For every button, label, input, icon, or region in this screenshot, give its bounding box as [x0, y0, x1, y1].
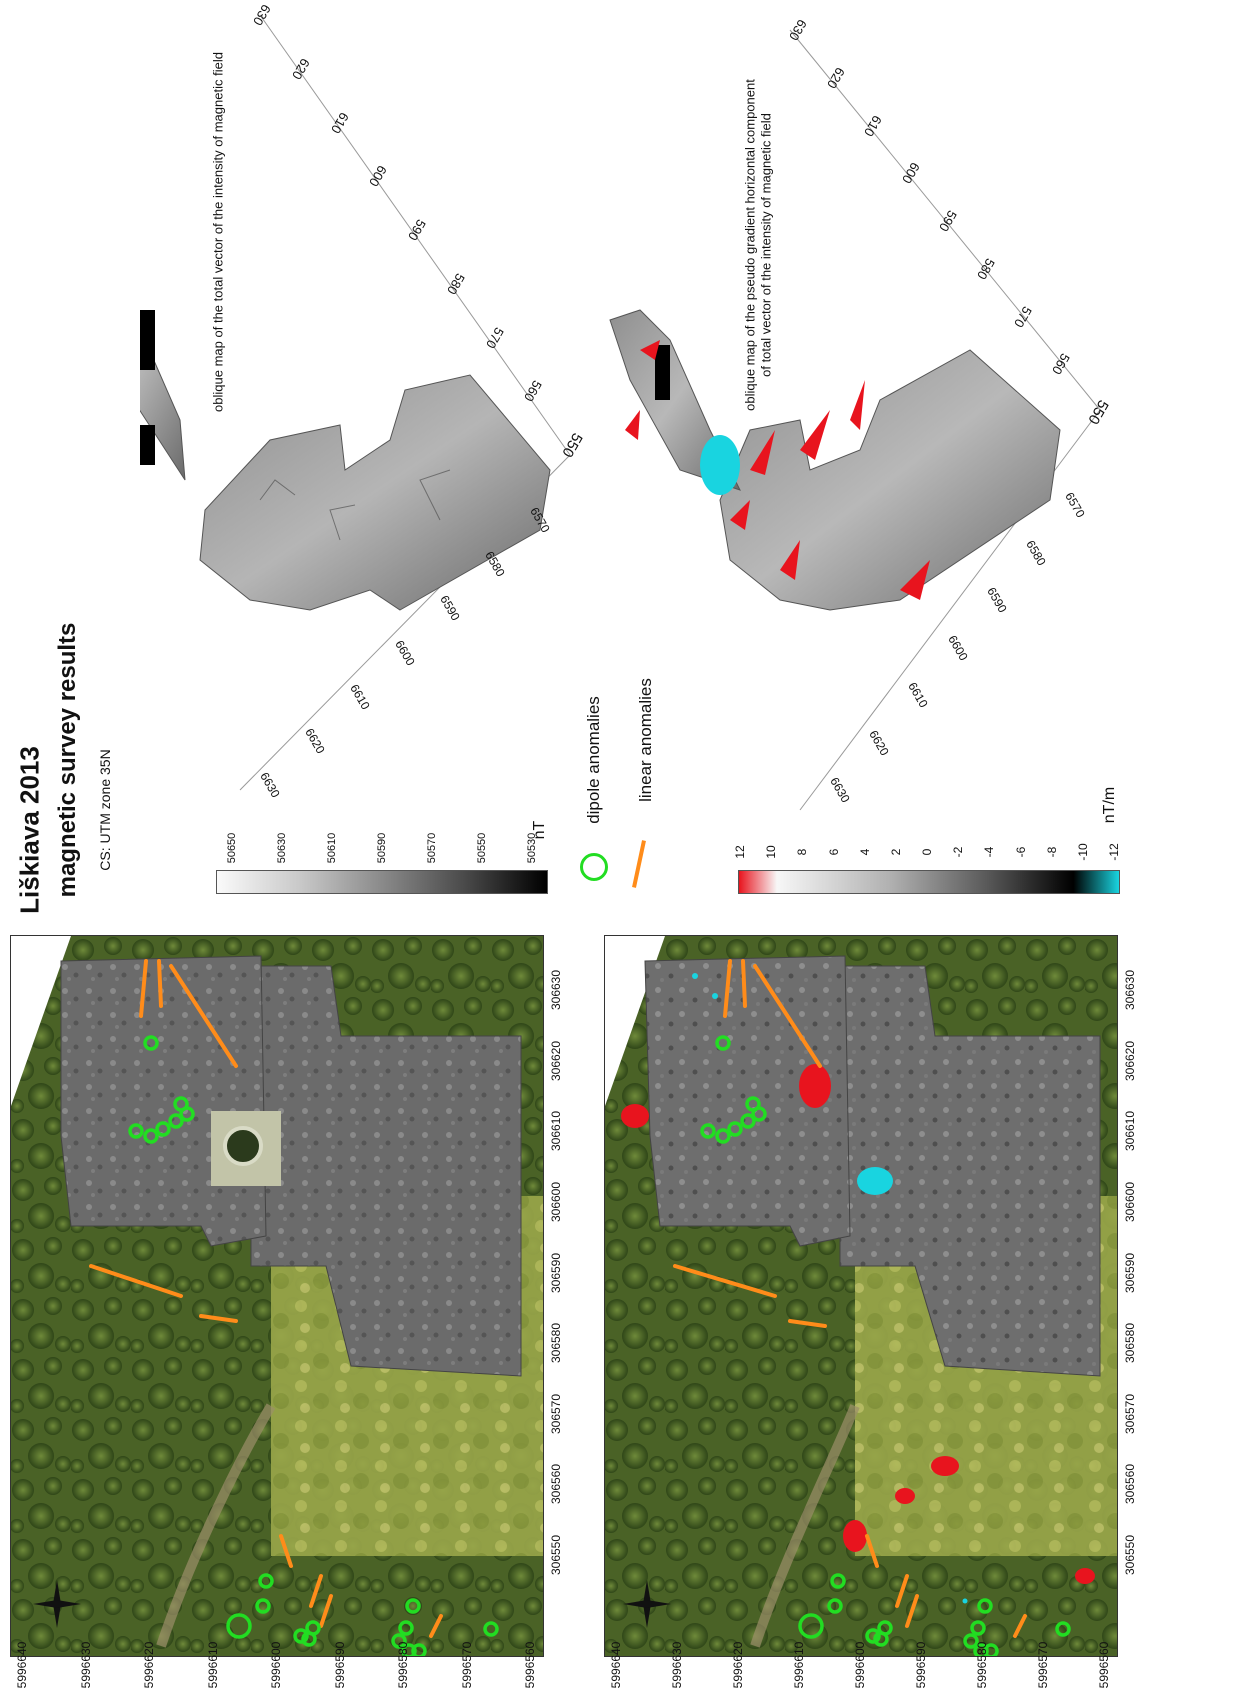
map-x-tick-label: 306610 — [1123, 1111, 1137, 1152]
nt-tick-label: 50570 — [426, 832, 438, 864]
coordinate-system: CS: UTM zone 35N — [97, 749, 113, 871]
map-y-tick-label: 5996600 — [269, 1641, 283, 1688]
map-x-tick-label: 306550 — [549, 1534, 563, 1576]
map-x-tick-label: 306600 — [1123, 1181, 1137, 1222]
color-scale-nt — [216, 870, 548, 894]
map-x-tick-label: 306620 — [1123, 1040, 1137, 1081]
oblique-view-total-field — [140, 14, 571, 791]
map-y-tick-label: 5996560 — [1097, 1641, 1111, 1688]
map-x-tick-label: 306570 — [1123, 1393, 1137, 1434]
oblique-top-caption: oblique map of the total vector of the i… — [210, 52, 226, 412]
map-y-tick-label: 5996640 — [15, 1641, 29, 1688]
legend-dipole-icon — [580, 853, 608, 881]
nt-tick-label: 50630 — [276, 832, 288, 864]
compass-rose-icon — [29, 1576, 85, 1632]
map-y-tick-label: 5996610 — [205, 1641, 220, 1688]
map-x-tick-label: 306560 — [1123, 1464, 1137, 1505]
map-x-tick-label: 306570 — [549, 1393, 563, 1434]
nt-tick-label: 50650 — [226, 832, 238, 864]
map-x-tick-label: 306550 — [1123, 1534, 1137, 1576]
nt-tick-label: 50590 — [376, 832, 388, 864]
map-y-tick-label: 5996580 — [396, 1641, 410, 1688]
map-y-tick-label: 5996620 — [142, 1641, 156, 1688]
map-y-tick-label: 5996580 — [975, 1641, 989, 1688]
map-panel-total-field — [10, 935, 544, 1657]
map-y-tick-label: 5996620 — [731, 1641, 745, 1688]
map-x-tick-label: 306610 — [549, 1111, 563, 1152]
nt-unit-label: nT — [531, 820, 548, 840]
oblique-view-pseudo-gradient — [609, 29, 1101, 811]
compass-rose-icon — [619, 1576, 675, 1632]
nt-tick-label: 50550 — [476, 832, 488, 864]
map-x-tick-label: 306630 — [549, 969, 563, 1011]
map-x-tick-label: 306620 — [549, 1040, 563, 1081]
map-y-tick-label: 5996640 — [609, 1641, 623, 1688]
map-x-tick-label: 306560 — [549, 1464, 563, 1505]
map-y-tick-label: 5996610 — [792, 1641, 806, 1688]
dipole-markers — [128, 1035, 499, 1656]
map-y-tick-label: 5996600 — [853, 1641, 867, 1688]
map-x-tick-label: 306590 — [549, 1252, 563, 1293]
map-pseudo-gradient-image — [605, 936, 1117, 1656]
nt-tick-label: 50610 — [326, 832, 338, 864]
map-panel-pseudo-gradient — [604, 935, 1118, 1657]
map-y-tick-label: 5996590 — [332, 1641, 347, 1688]
map-total-field-image — [11, 936, 543, 1656]
map-y-tick-label: 5996630 — [78, 1641, 93, 1688]
map-x-tick-label: 306630 — [1123, 969, 1137, 1011]
oblique-bottom-caption-line2: of total vector of the intensity of magn… — [758, 113, 774, 377]
map-x-tick-label: 306580 — [549, 1323, 563, 1364]
map-y-tick-label: 5996570 — [459, 1641, 474, 1688]
map-x-tick-label: 306600 — [549, 1181, 563, 1222]
page-title: Liškiava 2013 — [14, 746, 45, 914]
map-x-tick-label: 306590 — [1123, 1252, 1137, 1293]
oblique-bottom-caption-line1: oblique map of the pseudo gradient horiz… — [742, 79, 758, 411]
page-subtitle: magnetic survey results — [54, 622, 81, 898]
map-y-tick-label: 5996590 — [914, 1641, 928, 1688]
map-x-tick-label: 306580 — [1123, 1323, 1137, 1364]
color-scale-ntm — [738, 870, 1120, 894]
map-y-tick-label: 5996570 — [1036, 1641, 1050, 1688]
map-y-tick-label: 5996560 — [523, 1641, 537, 1688]
map-y-tick-label: 5996630 — [670, 1641, 684, 1688]
